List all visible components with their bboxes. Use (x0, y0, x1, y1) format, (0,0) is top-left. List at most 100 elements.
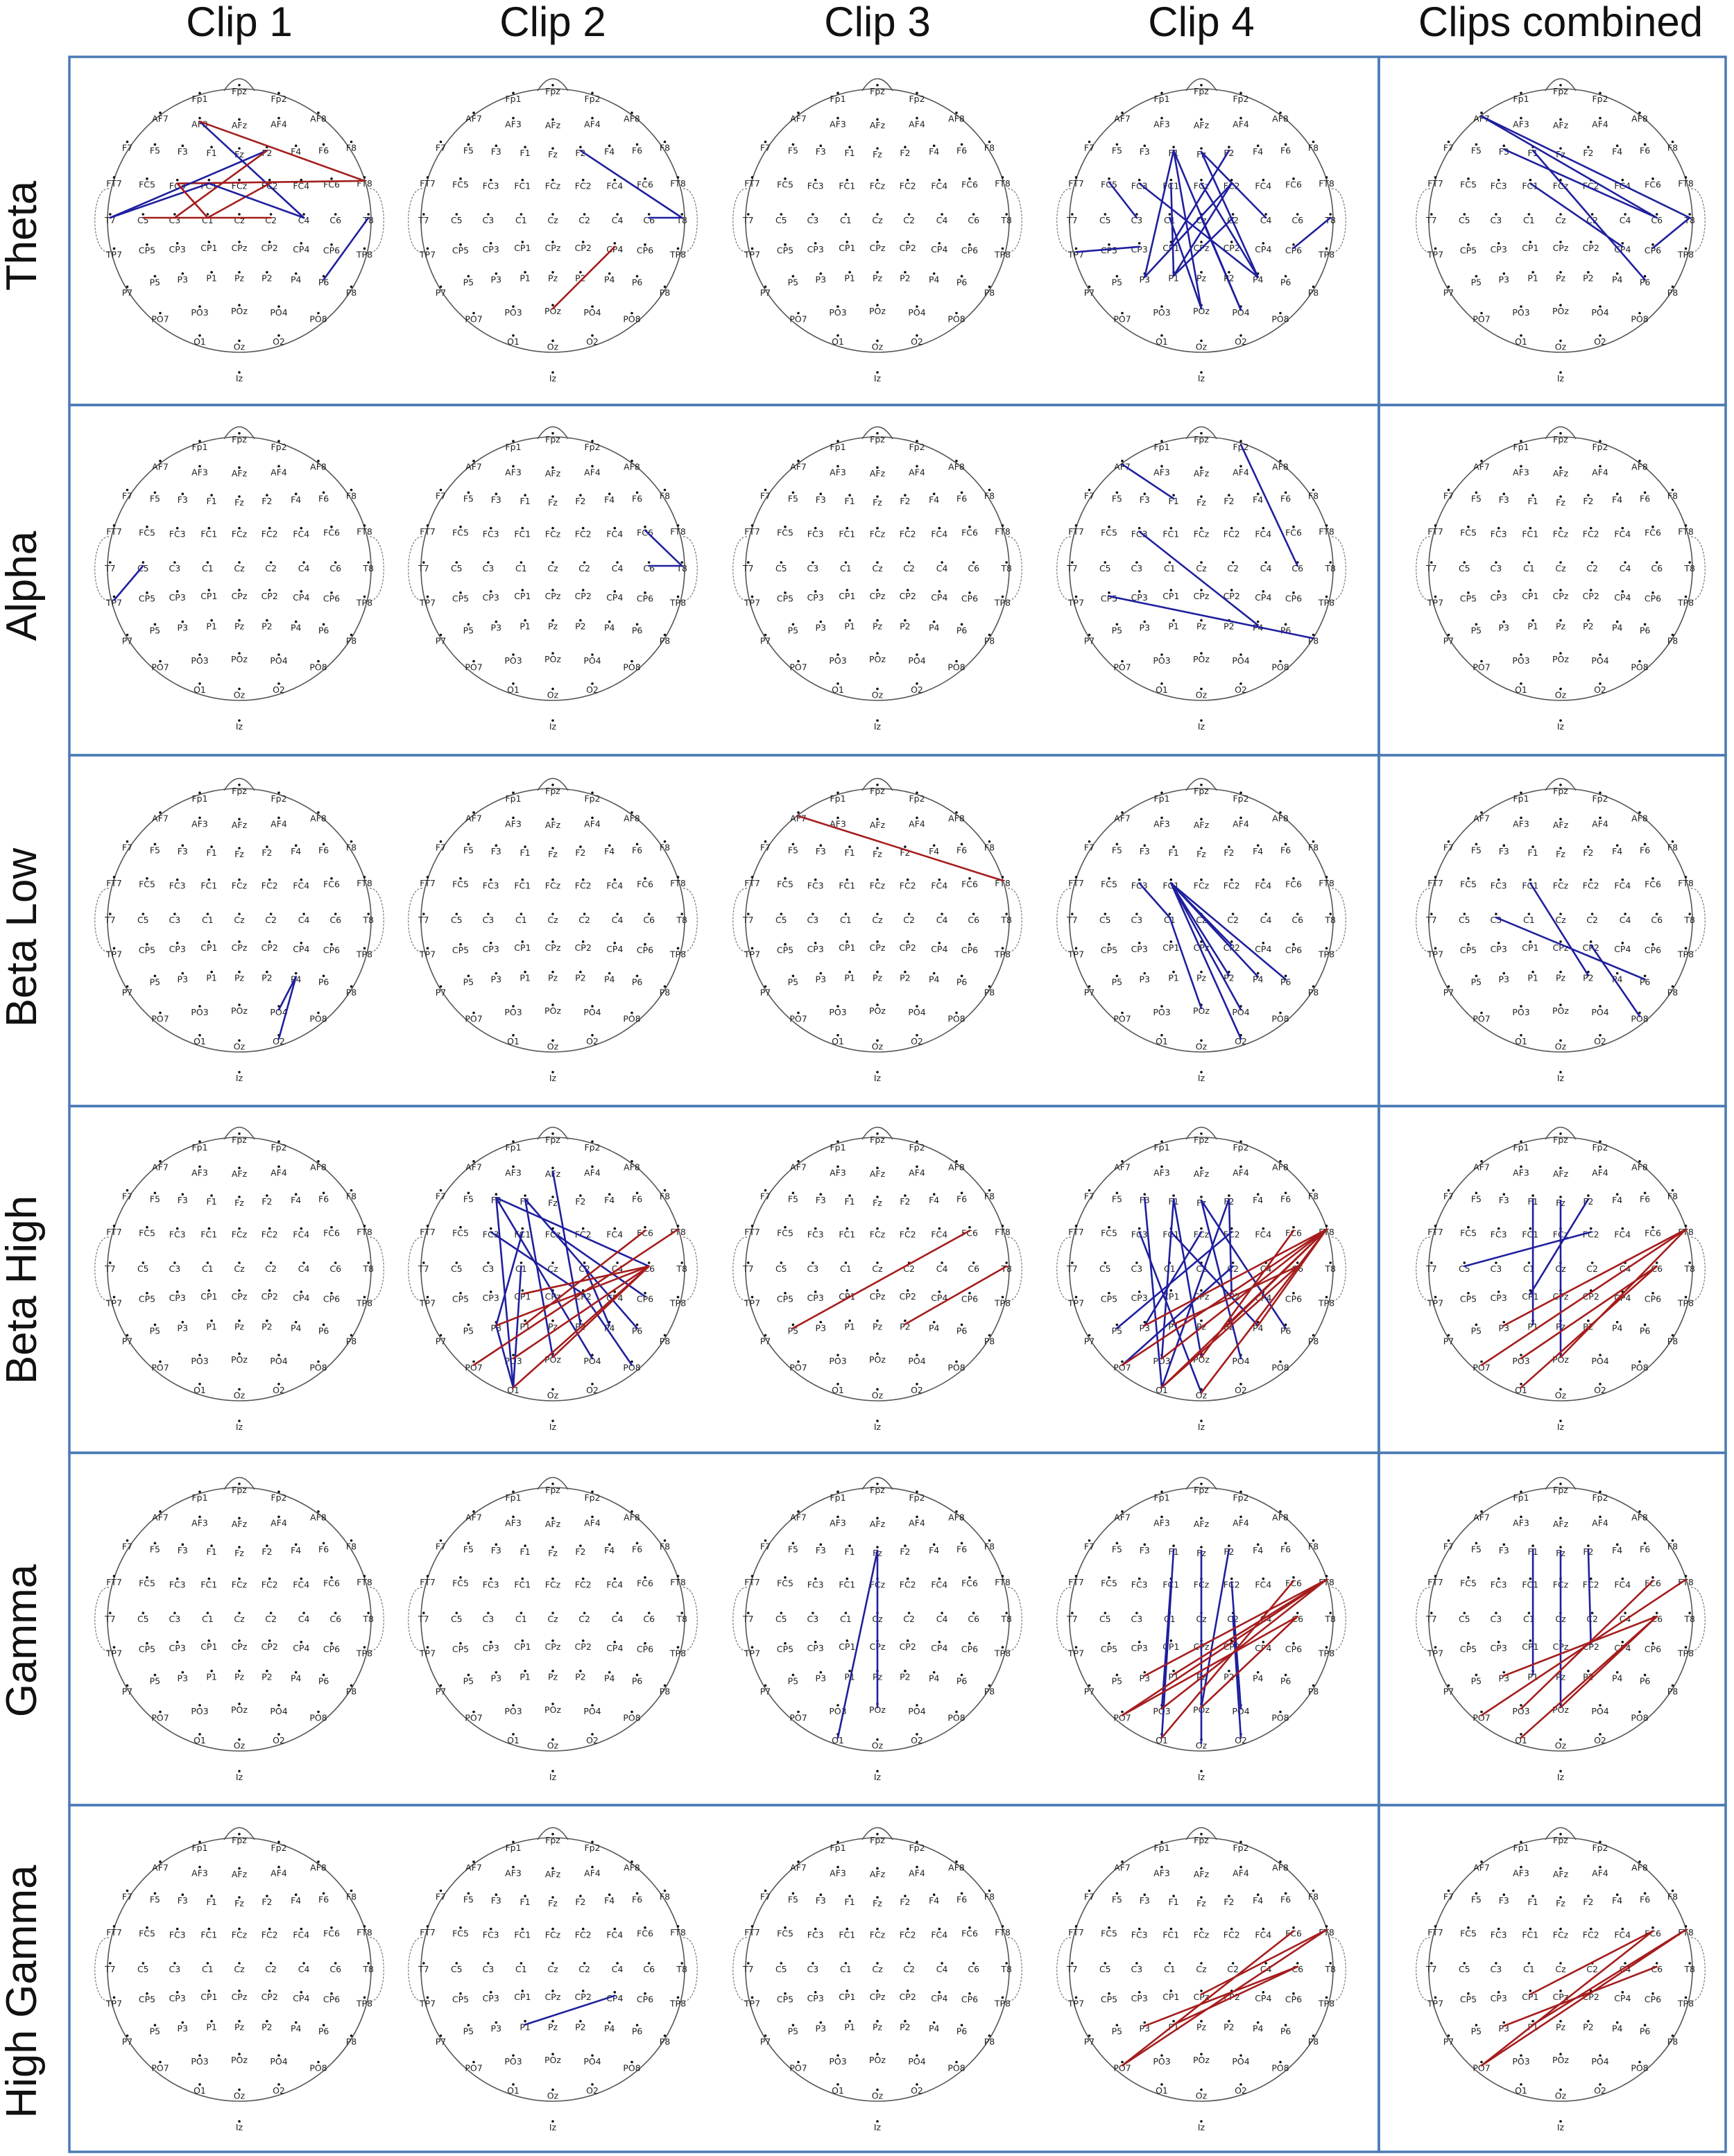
nose-outline (223, 777, 255, 791)
electrode-dot (1475, 843, 1478, 846)
electrode-label: TP8 (994, 1998, 1011, 2008)
electrode-dot (1200, 526, 1203, 530)
electrode-label: AF3 (505, 119, 522, 129)
electrode-label: CP6 (961, 945, 978, 956)
electrode-label: CP4 (606, 1643, 623, 1653)
electrode-label: O1 (1515, 336, 1527, 347)
electrode-dot (524, 270, 526, 274)
electrode-dot (819, 1320, 823, 1324)
electrode-dot (613, 1291, 617, 1293)
electrode-label: F8 (660, 143, 670, 153)
electrode-label: T8 (1000, 915, 1012, 925)
electrode-dot (938, 526, 941, 530)
electrode-dot (938, 1291, 941, 1293)
electrode-dot (1447, 840, 1450, 843)
electrode-dot (845, 940, 849, 943)
electrode-label: Cz (872, 1964, 883, 1974)
electrode-label: F8 (984, 1191, 995, 1202)
electrode-dot (680, 561, 683, 564)
electrode-label: TP7 (744, 1998, 760, 2008)
electrode-dot (591, 1140, 594, 1143)
electrode-dot (181, 492, 184, 495)
electrode-label: PO4 (270, 1706, 287, 1716)
electrode-dot (644, 877, 646, 880)
electrode-dot (1284, 843, 1287, 846)
electrode-dot (1467, 177, 1470, 180)
electrode-label: FC2 (1583, 1580, 1599, 1590)
electrode-label: O2 (911, 1735, 923, 1745)
electrode-dot (1497, 242, 1500, 245)
electrode-dot (581, 589, 585, 592)
electrode-dot (764, 285, 767, 288)
electrode-label: AF4 (1592, 1517, 1608, 1528)
electrode-label: P1 (520, 973, 531, 983)
electrode-dot (591, 816, 594, 820)
electrode-label: C6 (643, 215, 655, 225)
electrode-label: AF8 (1631, 114, 1648, 124)
electrode-label: POz (869, 654, 886, 664)
electrode-dot (322, 1191, 325, 1195)
electrode-dot (277, 440, 280, 442)
electrode-label: Cz (234, 215, 245, 225)
electrode-dot (988, 140, 991, 144)
electrode-label: F8 (984, 1892, 995, 1902)
electrode-dot (266, 1319, 268, 1322)
electrode-label: O2 (273, 1036, 285, 1046)
electrode-label: F1 (520, 1897, 531, 1907)
panel-frames (68, 55, 1727, 2153)
electrode-label: CP3 (483, 944, 499, 954)
electrode-dot (635, 843, 639, 846)
electrode-dot (439, 1334, 443, 1337)
electrode-label: CP1 (1162, 1641, 1179, 1652)
electrode-dot (198, 1383, 201, 1386)
electrode-label: P3 (491, 275, 502, 285)
electrode-label: C4 (936, 215, 948, 225)
electrode-dot (1121, 659, 1124, 663)
electrode-label: P4 (604, 974, 615, 985)
electrode-dot (175, 1227, 179, 1230)
electrode-dot (1480, 459, 1483, 463)
electrode-label: FT7 (1427, 178, 1443, 189)
electrode-dot (426, 1295, 429, 1299)
electrode-dot (608, 492, 611, 495)
electrode-label: F2 (900, 148, 910, 158)
electrode-label: TP7 (1067, 1648, 1084, 1658)
electrode-label: CPz (870, 942, 886, 953)
electrode-label: T8 (1683, 215, 1695, 225)
electrode-label: CP1 (1522, 243, 1538, 253)
electrode-dot (1643, 491, 1647, 494)
electrode-label: CP3 (1491, 944, 1507, 954)
electrode-label: F1 (1528, 148, 1538, 158)
electrode-dot (644, 525, 646, 528)
electrode-dot (277, 1354, 280, 1356)
electrode-label: Pz (548, 973, 558, 983)
electrode-label: FT7 (1068, 878, 1084, 888)
electrode-dot (455, 561, 458, 564)
electrode-label: P8 (1308, 288, 1319, 298)
electrode-dot (955, 459, 958, 463)
electrode-label: O2 (1594, 684, 1606, 695)
electrode-label: F3 (816, 846, 826, 856)
electrode-dot (1587, 494, 1590, 497)
electrode-label: AF3 (1513, 467, 1529, 477)
electrode-dot (960, 623, 963, 626)
electrode-label: PO7 (465, 1713, 482, 1723)
electrode-dot (1688, 213, 1691, 216)
electrode-dot (1284, 275, 1287, 278)
electrode-label: FT8 (357, 878, 372, 888)
electrode-label: Fpz (232, 434, 247, 445)
electrode-label: F8 (984, 1542, 995, 1552)
electrode-dot (198, 440, 201, 442)
electrode-label: P2 (575, 621, 586, 632)
connection-red-CP1-C6 (521, 1265, 651, 1295)
electrode-dot (1256, 144, 1260, 147)
electrode-label: TP7 (419, 597, 436, 607)
electrode-label: Fpz (1194, 434, 1209, 445)
electrode-label: FT8 (995, 878, 1011, 888)
electrode-label: FC6 (1285, 528, 1302, 538)
electrode-label: FCz (545, 881, 561, 891)
electrode-label: Cz (547, 563, 558, 574)
electrode-label: Fz (1556, 497, 1565, 508)
electrode-label: O2 (1594, 2085, 1606, 2096)
connection-red-PO7-FT8 (472, 1228, 679, 1366)
